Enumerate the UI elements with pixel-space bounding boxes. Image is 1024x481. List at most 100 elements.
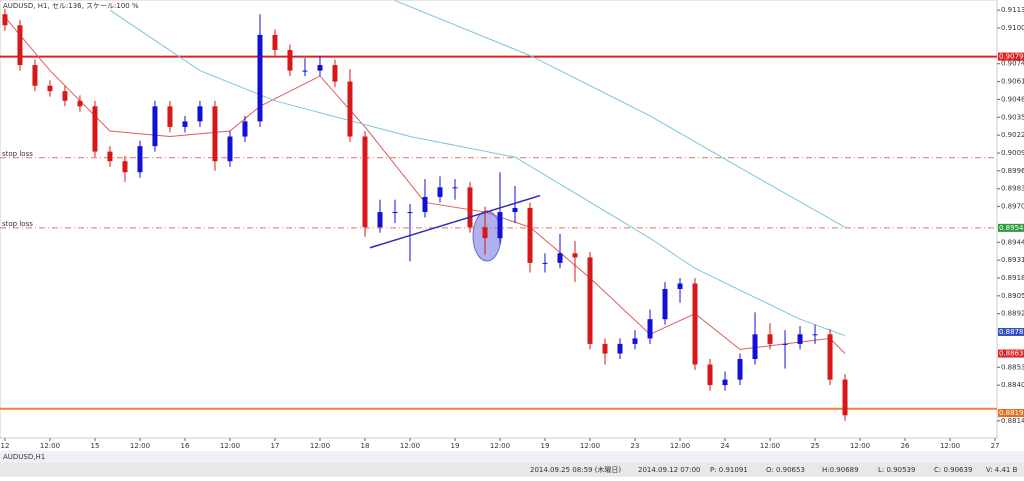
- x-tick-label: 12:00: [130, 442, 150, 450]
- chart-tab[interactable]: AUDUSD,H1: [3, 453, 45, 461]
- level-label: stop loss: [2, 150, 33, 158]
- x-tick-label: 19: [541, 442, 550, 450]
- status-field: H:0.90689: [822, 466, 859, 474]
- candle-body: [767, 334, 773, 344]
- moving-average: [394, 0, 846, 228]
- candle-body: [242, 121, 248, 137]
- x-tick-label: 18: [361, 442, 370, 450]
- candle-body: [362, 136, 368, 228]
- candle-body: [632, 338, 638, 344]
- candle-body: [317, 65, 323, 71]
- candle-body: [407, 212, 413, 214]
- candle-body: [842, 379, 848, 416]
- candle-body: [182, 121, 188, 127]
- candle-body: [302, 70, 308, 72]
- candle-body: [542, 262, 548, 264]
- x-tick-label: 15: [90, 442, 99, 450]
- candle-body: [17, 25, 23, 66]
- x-tick-label: 12: [0, 442, 9, 450]
- candle-body: [557, 253, 563, 263]
- moving-average: [109, 9, 846, 337]
- candle-body: [77, 100, 83, 107]
- candle-body: [347, 81, 353, 137]
- status-field: V: 4.41 B: [986, 466, 1018, 474]
- candle-body: [92, 106, 98, 152]
- candle-body: [257, 34, 263, 122]
- candle-body: [287, 49, 293, 71]
- chart-header: AUDUSD, H1, セル:136, スケール:100 %: [3, 2, 139, 10]
- candle-body: [212, 106, 218, 162]
- x-tick-label: 23: [631, 442, 640, 450]
- x-tick-label: 12:00: [490, 442, 510, 450]
- x-tick-label: 27: [991, 442, 1000, 450]
- candle-body: [437, 187, 443, 197]
- x-tick-label: 12:00: [580, 442, 600, 450]
- price-tag-label: 0.88197: [999, 409, 1024, 417]
- candle-body: [812, 334, 818, 336]
- price-tag: [998, 223, 1024, 232]
- candle-body: [452, 187, 458, 189]
- candle-body: [152, 106, 158, 147]
- price-tag: [998, 327, 1024, 336]
- status-field: L: 0.90539: [878, 466, 915, 474]
- candle-body: [482, 227, 488, 239]
- price-tag: [998, 349, 1024, 358]
- candle-body: [122, 161, 128, 173]
- candle-body: [587, 257, 593, 344]
- x-tick-label: 12:00: [310, 442, 330, 450]
- x-tick-label: 26: [901, 442, 910, 450]
- candle-body: [827, 334, 833, 380]
- x-tick-label: 12:00: [400, 442, 420, 450]
- candle-body: [752, 334, 758, 360]
- candle-body: [47, 85, 53, 92]
- x-tick-label: 12:00: [40, 442, 60, 450]
- candle-body: [662, 288, 668, 320]
- status-bar: [0, 463, 1024, 477]
- candle-body: [707, 364, 713, 386]
- candle-body: [467, 187, 473, 228]
- price-tag-label: 0.89545: [999, 224, 1024, 232]
- candle-body: [377, 212, 383, 228]
- candle-body: [107, 151, 113, 162]
- candle-body: [692, 283, 698, 365]
- trendline: [369, 194, 541, 249]
- candle-body: [497, 212, 503, 239]
- x-tick-label: 16: [181, 442, 190, 450]
- candle-body: [197, 106, 203, 122]
- candle-body: [422, 196, 428, 213]
- candle-body: [797, 334, 803, 344]
- candle-body: [617, 343, 623, 354]
- candle-body: [737, 359, 743, 380]
- status-field: 2014.09.12 07:00: [638, 466, 700, 474]
- candle-body: [167, 106, 173, 127]
- candle-body: [332, 65, 338, 82]
- candle-body: [512, 207, 518, 213]
- price-tag-label: 0.88787: [999, 328, 1024, 336]
- candle-body: [782, 343, 788, 345]
- candle-body: [32, 65, 38, 86]
- candle-body: [602, 343, 608, 354]
- candle-body: [392, 212, 398, 214]
- price-tag: [998, 52, 1024, 61]
- status-field: C: 0.90639: [934, 466, 972, 474]
- candle-body: [62, 91, 68, 101]
- candle-body: [2, 14, 8, 26]
- x-tick-label: 12:00: [940, 442, 960, 450]
- x-tick-label: 12:00: [220, 442, 240, 450]
- candle-body: [722, 379, 728, 386]
- x-tick-label: 12:00: [850, 442, 870, 450]
